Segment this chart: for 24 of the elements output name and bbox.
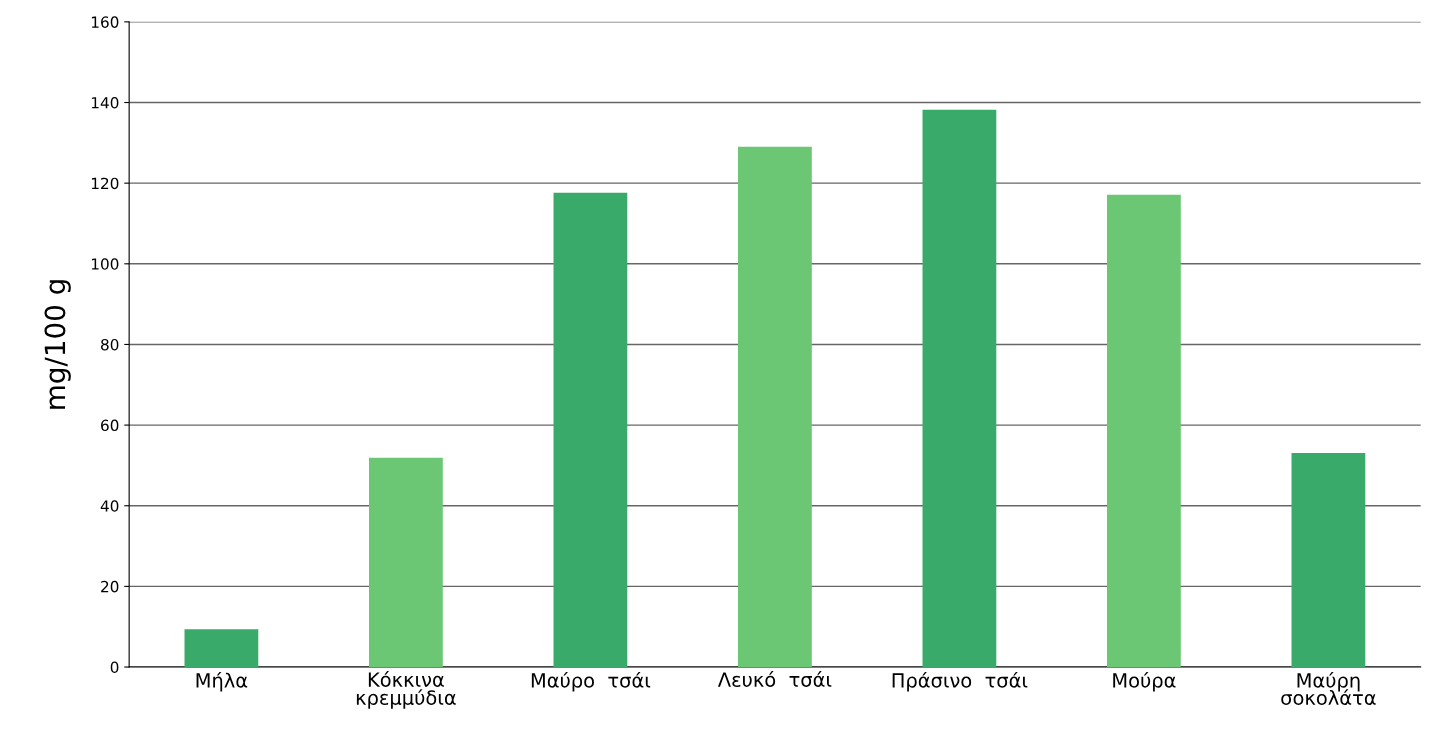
bar	[1107, 194, 1181, 668]
y-tick-label: 0	[110, 661, 119, 674]
y-axis-title: mg/100 g	[44, 280, 71, 409]
y-tick-label: 120	[91, 177, 119, 190]
bar	[553, 192, 628, 668]
x-tick-label: Μαύρο τσάι	[531, 671, 651, 692]
y-tick-label: 60	[101, 419, 119, 432]
y-tick-label: 80	[101, 338, 119, 351]
x-tick-label: Λευκό τσάι	[717, 671, 832, 687]
x-tick-label: Μαύρη σοκολάτα	[1281, 671, 1376, 706]
y-tick-label: 40	[100, 500, 119, 512]
bar	[738, 146, 812, 668]
x-tick-label: Πράσινο τσάι	[892, 671, 1028, 692]
x-tick-label: Κόκκινα κρεμμύδια	[356, 671, 456, 709]
y-tick-label: 140	[91, 96, 119, 109]
y-tick-label: 160	[91, 16, 119, 28]
y-tick-label: 100	[91, 258, 119, 270]
bar	[184, 629, 259, 668]
y-tick-label: 20	[101, 580, 119, 593]
bar	[1291, 452, 1366, 668]
x-tick-label: Μήλα	[196, 671, 248, 692]
bar	[922, 109, 997, 668]
x-tick-label: Μούρα	[1113, 671, 1176, 692]
bar	[369, 457, 443, 668]
